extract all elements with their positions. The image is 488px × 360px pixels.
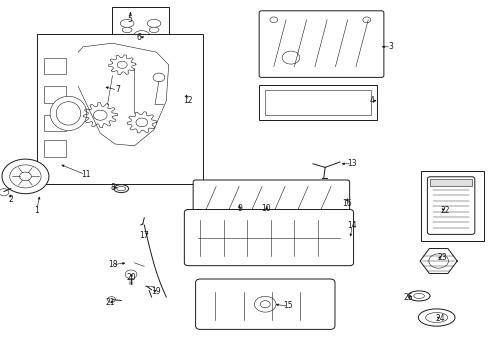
Circle shape bbox=[2, 159, 49, 194]
FancyBboxPatch shape bbox=[193, 180, 349, 214]
Ellipse shape bbox=[418, 309, 454, 326]
Bar bbox=[44, 86, 66, 103]
Circle shape bbox=[125, 270, 137, 279]
Text: 3: 3 bbox=[388, 42, 393, 51]
Bar bbox=[44, 115, 66, 131]
Ellipse shape bbox=[120, 19, 134, 27]
Ellipse shape bbox=[254, 189, 283, 218]
Text: 14: 14 bbox=[346, 220, 356, 230]
Text: 21: 21 bbox=[105, 298, 115, 307]
Bar bbox=[420, 171, 483, 241]
Text: 1: 1 bbox=[34, 206, 39, 215]
Text: 18: 18 bbox=[107, 260, 117, 269]
Bar bbox=[259, 85, 376, 120]
Circle shape bbox=[428, 254, 447, 268]
Circle shape bbox=[136, 118, 147, 127]
Circle shape bbox=[153, 73, 164, 82]
Text: 16: 16 bbox=[342, 199, 351, 208]
Text: 17: 17 bbox=[139, 231, 149, 240]
Text: 8: 8 bbox=[110, 183, 115, 192]
Circle shape bbox=[138, 34, 145, 40]
Circle shape bbox=[93, 110, 107, 120]
Circle shape bbox=[260, 301, 269, 308]
Text: 9: 9 bbox=[237, 204, 242, 213]
Circle shape bbox=[117, 61, 127, 68]
Ellipse shape bbox=[122, 27, 132, 32]
FancyBboxPatch shape bbox=[195, 279, 334, 329]
Ellipse shape bbox=[149, 27, 159, 32]
Bar bbox=[264, 90, 370, 115]
Circle shape bbox=[254, 296, 275, 312]
Ellipse shape bbox=[50, 96, 87, 130]
Ellipse shape bbox=[227, 189, 253, 214]
Text: 11: 11 bbox=[81, 170, 90, 179]
Text: 2: 2 bbox=[8, 195, 13, 204]
Ellipse shape bbox=[147, 19, 161, 27]
Circle shape bbox=[107, 297, 115, 302]
Ellipse shape bbox=[114, 185, 128, 193]
Text: 19: 19 bbox=[151, 287, 161, 296]
FancyBboxPatch shape bbox=[427, 177, 474, 234]
Text: 6: 6 bbox=[137, 33, 142, 42]
Text: 5: 5 bbox=[127, 15, 132, 24]
Circle shape bbox=[269, 17, 277, 23]
Text: 12: 12 bbox=[183, 96, 193, 105]
FancyBboxPatch shape bbox=[259, 11, 383, 77]
Ellipse shape bbox=[56, 102, 81, 125]
Ellipse shape bbox=[425, 312, 447, 323]
Bar bbox=[44, 140, 66, 157]
Ellipse shape bbox=[117, 186, 125, 191]
Circle shape bbox=[0, 189, 9, 196]
Bar bbox=[44, 58, 66, 74]
Text: 25: 25 bbox=[403, 292, 412, 302]
Text: 23: 23 bbox=[437, 253, 447, 262]
Circle shape bbox=[362, 17, 370, 23]
Ellipse shape bbox=[413, 293, 424, 298]
FancyBboxPatch shape bbox=[184, 210, 353, 266]
Bar bbox=[429, 179, 471, 186]
Text: 10: 10 bbox=[261, 204, 271, 213]
Ellipse shape bbox=[407, 291, 429, 301]
Circle shape bbox=[10, 165, 41, 188]
Text: 24: 24 bbox=[434, 314, 444, 323]
Ellipse shape bbox=[232, 193, 248, 210]
Bar bbox=[112, 7, 168, 49]
Circle shape bbox=[133, 31, 150, 44]
Text: 7: 7 bbox=[115, 85, 120, 94]
Ellipse shape bbox=[259, 193, 278, 214]
Text: 4: 4 bbox=[368, 96, 373, 105]
Text: 22: 22 bbox=[439, 206, 449, 215]
Bar bbox=[37, 34, 203, 184]
Circle shape bbox=[282, 51, 299, 64]
Text: 20: 20 bbox=[126, 274, 136, 282]
Text: 13: 13 bbox=[346, 159, 356, 168]
Circle shape bbox=[20, 172, 31, 181]
Text: 15: 15 bbox=[283, 302, 293, 310]
